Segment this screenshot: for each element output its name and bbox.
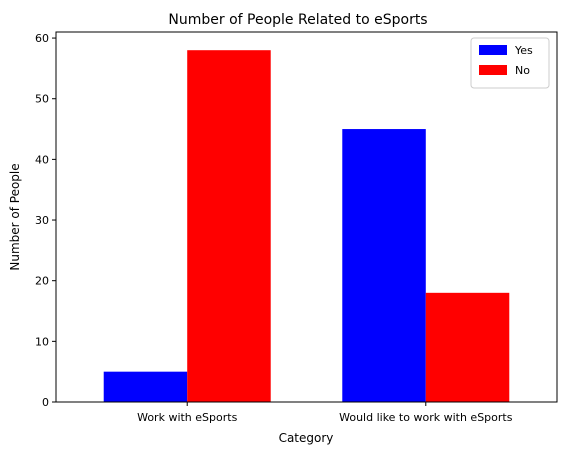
legend-label-yes: Yes (514, 44, 533, 57)
y-tick-label: 0 (42, 396, 49, 409)
x-axis: Work with eSports Would like to work with… (137, 402, 513, 424)
x-tick-label: Would like to work with eSports (339, 411, 513, 424)
y-tick-label: 50 (35, 93, 49, 106)
y-axis: 0 10 20 30 40 50 60 (35, 32, 56, 409)
bar-yes-1 (342, 129, 426, 402)
bar-no-1 (426, 293, 510, 402)
legend: Yes No (471, 38, 549, 88)
legend-swatch-no (479, 65, 507, 75)
x-tick-label: Work with eSports (137, 411, 237, 424)
legend-swatch-yes (479, 45, 507, 55)
y-tick-label: 20 (35, 275, 49, 288)
x-axis-label: Category (279, 431, 334, 445)
bar-no-0 (187, 50, 271, 402)
chart-title: Number of People Related to eSports (168, 12, 427, 28)
y-axis-label: Number of People (8, 163, 22, 270)
legend-label-no: No (515, 64, 530, 77)
y-tick-label: 40 (35, 153, 49, 166)
bars-group (104, 50, 510, 402)
bar-yes-0 (104, 372, 188, 402)
y-tick-label: 10 (35, 335, 49, 348)
y-tick-label: 30 (35, 214, 49, 227)
y-tick-label: 60 (35, 32, 49, 45)
